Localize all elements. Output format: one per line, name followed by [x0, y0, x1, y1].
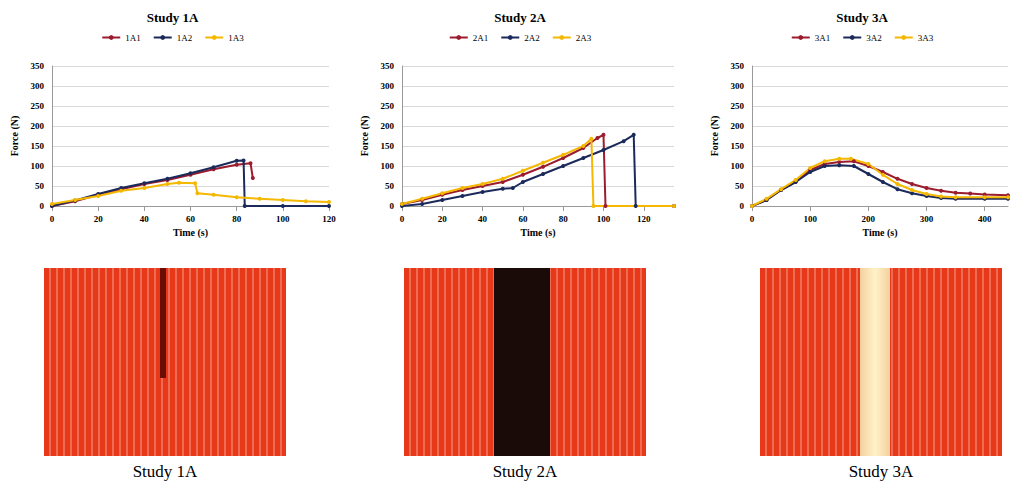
svg-text:0: 0 — [40, 201, 45, 211]
svg-text:100: 100 — [731, 161, 745, 171]
svg-text:300: 300 — [731, 81, 745, 91]
svg-text:Study 1A: Study 1A — [147, 10, 199, 25]
svg-text:250: 250 — [731, 101, 745, 111]
svg-text:0: 0 — [390, 201, 395, 211]
svg-text:200: 200 — [862, 214, 876, 224]
svg-text:100: 100 — [597, 214, 611, 224]
svg-text:50: 50 — [735, 181, 745, 191]
svg-text:2A2: 2A2 — [524, 33, 540, 43]
svg-text:200: 200 — [731, 121, 745, 131]
svg-text:3A1: 3A1 — [815, 33, 831, 43]
svg-text:0: 0 — [50, 214, 55, 224]
svg-text:0: 0 — [740, 201, 745, 211]
svg-text:0: 0 — [750, 214, 755, 224]
svg-text:80: 80 — [232, 214, 242, 224]
svg-text:20: 20 — [438, 214, 448, 224]
svg-text:100: 100 — [276, 214, 290, 224]
svg-text:50: 50 — [35, 181, 45, 191]
svg-text:300: 300 — [31, 81, 45, 91]
svg-text:3A2: 3A2 — [866, 33, 882, 43]
svg-text:0: 0 — [400, 214, 405, 224]
svg-text:400: 400 — [978, 214, 992, 224]
svg-text:60: 60 — [518, 214, 528, 224]
html-text:Study 3A: Study 3A — [848, 462, 914, 481]
svg-text:Force (N): Force (N) — [9, 116, 21, 157]
svg-text:350: 350 — [381, 61, 395, 71]
svg-text:40: 40 — [140, 214, 150, 224]
html-text:Study 2A: Study 2A — [492, 462, 558, 481]
svg-text:60: 60 — [186, 214, 196, 224]
svg-text:Time (s): Time (s) — [520, 227, 555, 239]
svg-text:150: 150 — [381, 141, 395, 151]
svg-text:250: 250 — [381, 101, 395, 111]
svg-text:120: 120 — [637, 214, 651, 224]
svg-text:2A1: 2A1 — [473, 33, 489, 43]
svg-text:Time (s): Time (s) — [862, 227, 897, 239]
svg-text:200: 200 — [381, 121, 395, 131]
svg-text:3A3: 3A3 — [918, 33, 934, 43]
svg-text:Force (N): Force (N) — [359, 116, 371, 157]
html-text:Study 1A: Study 1A — [132, 462, 198, 481]
svg-text:350: 350 — [731, 61, 745, 71]
svg-text:Study 3A: Study 3A — [836, 10, 888, 25]
svg-text:120: 120 — [322, 214, 336, 224]
svg-text:80: 80 — [559, 214, 569, 224]
svg-text:Time (s): Time (s) — [173, 227, 208, 239]
svg-text:300: 300 — [920, 214, 934, 224]
svg-text:1A1: 1A1 — [125, 33, 141, 43]
svg-text:40: 40 — [478, 214, 488, 224]
svg-text:1A2: 1A2 — [177, 33, 193, 43]
svg-text:Study 2A: Study 2A — [494, 10, 546, 25]
svg-text:100: 100 — [803, 214, 817, 224]
svg-text:150: 150 — [731, 141, 745, 151]
svg-text:100: 100 — [381, 161, 395, 171]
svg-text:100: 100 — [31, 161, 45, 171]
svg-text:300: 300 — [381, 81, 395, 91]
svg-text:200: 200 — [31, 121, 45, 131]
svg-text:250: 250 — [31, 101, 45, 111]
svg-text:2A3: 2A3 — [576, 33, 592, 43]
svg-text:350: 350 — [31, 61, 45, 71]
svg-text:50: 50 — [385, 181, 395, 191]
svg-text:1A3: 1A3 — [228, 33, 244, 43]
svg-text:20: 20 — [94, 214, 104, 224]
svg-text:150: 150 — [31, 141, 45, 151]
svg-text:Force (N): Force (N) — [709, 116, 721, 157]
